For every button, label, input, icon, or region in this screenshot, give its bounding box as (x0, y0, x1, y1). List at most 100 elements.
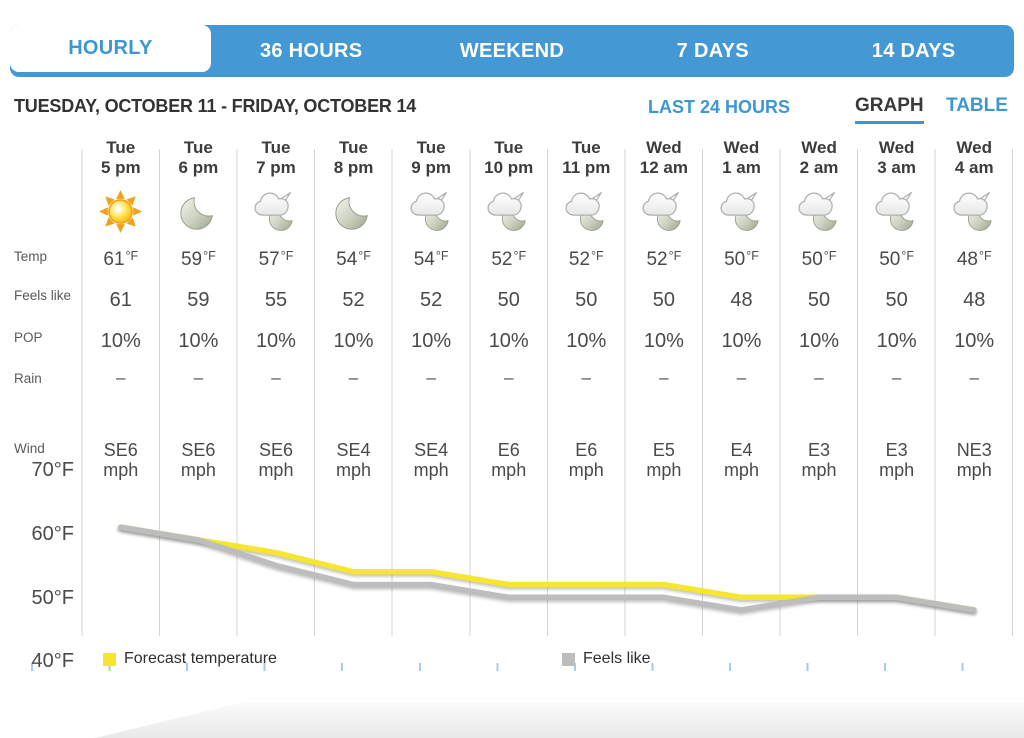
weather-condition (392, 182, 470, 240)
hour-label: 6 pm (178, 158, 219, 177)
weather-condition (548, 182, 626, 240)
temperature-number: 52 (491, 249, 513, 270)
day-label: Tue (183, 138, 213, 157)
view-toggle-graph[interactable]: GRAPH (855, 95, 924, 124)
cloud-moon-icon (410, 191, 449, 231)
column-time-header: Wed 3 am (858, 136, 936, 182)
temperature-unit: °F (978, 249, 992, 263)
forecast-column: Wed 3 am (858, 136, 936, 480)
feels-like-value: 48 (730, 288, 753, 311)
hour-label: 10 pm (484, 158, 534, 177)
temperature-number: 54 (336, 249, 358, 270)
wind-value: E4 mph (703, 404, 781, 480)
wind-direction-speed: SE6 (181, 440, 216, 460)
day-label: Tue (416, 138, 446, 157)
wind-direction-speed: E5 (652, 440, 675, 460)
pop-value: 10% (178, 329, 219, 352)
cloud-moon-icon (565, 191, 604, 231)
tab-14-days[interactable]: 14 DAYS (813, 25, 1014, 77)
pop-value: 10% (411, 329, 452, 352)
hour-label: 4 am (954, 158, 994, 177)
wind-unit: mph (336, 459, 372, 480)
wind-value: E6 mph (548, 404, 626, 480)
hour-label: 1 am (722, 158, 761, 177)
column-time-header: Wed 2 am (780, 136, 858, 182)
view-toggle-table[interactable]: TABLE (946, 95, 1008, 116)
day-label: Wed (878, 138, 915, 157)
wind-unit: mph (723, 459, 759, 480)
tab-36-hours[interactable]: 36 HOURS (211, 25, 412, 77)
forecast-range-tabs: HOURLY 36 HOURS WEEKEND 7 DAYS 14 DAYS (10, 25, 1014, 77)
legend-label: Feels like (583, 650, 651, 667)
forecast-column: Tue 9 pm (392, 136, 470, 480)
tab-label: 7 DAYS (676, 39, 749, 62)
day-label: Wed (801, 138, 837, 157)
tab-hourly[interactable]: HOURLY (10, 25, 211, 72)
wind-direction-speed: E3 (808, 440, 831, 460)
column-time-header: Wed 12 am (625, 136, 703, 182)
row-label-temp: Temp (14, 249, 48, 264)
last-24-hours-link[interactable]: LAST 24 HOURS (648, 97, 791, 117)
day-label: Tue (494, 138, 524, 157)
cloud-moon-icon (953, 191, 992, 231)
temperature-unit: °F (823, 249, 837, 263)
weather-condition (315, 182, 393, 240)
cloud-moon-icon (875, 191, 914, 231)
row-label-feels-like: Feels like (14, 288, 72, 303)
hour-label: 7 pm (256, 158, 296, 177)
wind-value: E5 mph (625, 404, 703, 480)
wind-unit: mph (258, 459, 294, 480)
rain-value: – (193, 368, 204, 387)
wind-direction-speed: SE6 (103, 440, 138, 460)
pop-value: 10% (488, 329, 529, 352)
hour-label: 3 am (877, 158, 916, 177)
temperature-unit: °F (280, 249, 294, 263)
rain-value: – (116, 368, 126, 387)
temperature-value: 54 °F (315, 240, 393, 280)
feels-like-value: 52 (342, 288, 365, 311)
moon-icon (335, 196, 368, 230)
wind-direction-speed: E6 (497, 440, 520, 460)
wind-unit: mph (801, 459, 837, 480)
forecast-column: Wed 12 am (625, 136, 703, 480)
weather-condition (470, 182, 548, 240)
temperature-unit: °F (746, 249, 759, 263)
tab-7-days[interactable]: 7 DAYS (612, 25, 813, 77)
rain-value: – (659, 368, 669, 387)
temperature-unit: °F (513, 249, 527, 263)
feels-like-value: 50 (885, 288, 908, 311)
temperature-number: 61 (103, 249, 125, 270)
column-time-header: Tue 7 pm (237, 136, 315, 182)
pop-value: 10% (799, 329, 840, 352)
forecast-column: Wed 4 am (935, 136, 1013, 480)
day-label: Wed (646, 138, 682, 157)
tab-weekend[interactable]: WEEKEND (412, 25, 613, 77)
wind-unit: mph (180, 459, 216, 480)
column-time-header: Tue 11 pm (548, 136, 626, 182)
sun-icon (99, 189, 143, 233)
legend-forecast-temperature: Forecast temperature (103, 650, 277, 668)
day-label: Wed (723, 138, 760, 157)
tab-label: 36 HOURS (259, 39, 363, 62)
weather-condition (780, 182, 858, 240)
temperature-number: 50 (724, 249, 746, 270)
weather-condition (858, 182, 936, 240)
tab-label: WEEKEND (459, 39, 565, 62)
tab-label: HOURLY (68, 37, 153, 59)
temperature-number: 57 (258, 249, 280, 270)
hour-label: 2 am (799, 158, 839, 177)
legend-label: Forecast temperature (124, 650, 277, 667)
wind-value: SE4 mph (392, 404, 470, 480)
forecast-column: Tue 5 pm (82, 136, 160, 480)
hour-label: 9 pm (411, 158, 451, 177)
wind-direction-speed: E4 (730, 440, 753, 460)
temperature-value: 61 °F (82, 240, 160, 280)
wind-value: SE6 mph (237, 404, 315, 480)
feels-like-value: 50 (575, 288, 598, 311)
hour-label: 5 pm (100, 158, 141, 177)
forecast-column: Tue 11 pm (548, 136, 626, 480)
wind-value: SE6 mph (82, 404, 160, 480)
temperature-unit: °F (591, 249, 604, 263)
cloud-moon-icon (487, 191, 526, 231)
